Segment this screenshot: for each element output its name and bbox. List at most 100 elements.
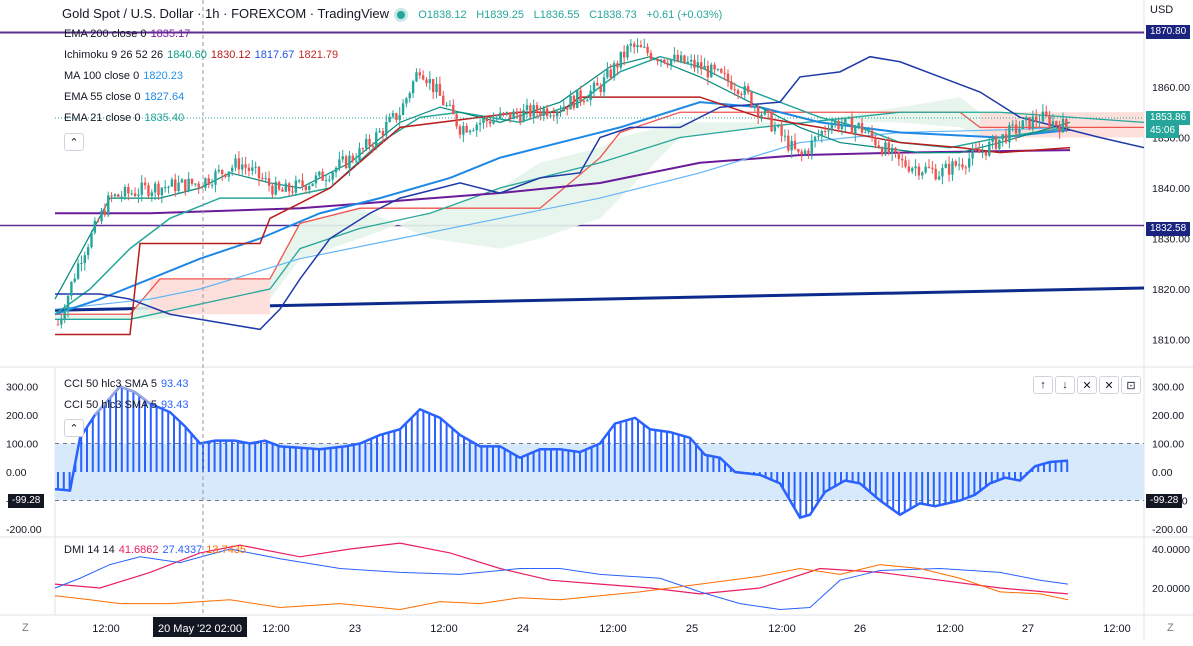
- candle-body[interactable]: [606, 69, 609, 78]
- candle-body[interactable]: [184, 179, 187, 192]
- candle-body[interactable]: [448, 104, 452, 106]
- candle-body[interactable]: [375, 132, 378, 146]
- candle-body[interactable]: [827, 130, 830, 132]
- candle-body[interactable]: [1001, 134, 1004, 140]
- candle-body[interactable]: [971, 149, 974, 159]
- legend-dmi[interactable]: DMI 14 14 41.6862 27.4337 13.7435: [64, 544, 250, 557]
- candle-body[interactable]: [921, 172, 924, 176]
- candle-body[interactable]: [978, 149, 981, 153]
- candle-body[interactable]: [566, 106, 569, 110]
- candle-body[interactable]: [143, 182, 147, 186]
- candle-body[interactable]: [686, 61, 689, 64]
- candle-body[interactable]: [361, 148, 365, 150]
- candle-body[interactable]: [354, 160, 358, 162]
- candle-body[interactable]: [753, 106, 756, 108]
- candle-body[interactable]: [271, 185, 274, 195]
- candle-body[interactable]: [743, 86, 746, 95]
- candle-body[interactable]: [368, 138, 371, 146]
- candle-body[interactable]: [947, 163, 951, 175]
- candle-body[interactable]: [194, 183, 197, 185]
- candle-body[interactable]: [478, 122, 482, 125]
- candle-body[interactable]: [700, 62, 703, 70]
- candle-body[interactable]: [720, 69, 723, 73]
- candle-body[interactable]: [462, 126, 465, 135]
- candle-body[interactable]: [823, 130, 827, 132]
- candle-body[interactable]: [666, 63, 669, 66]
- candle-body[interactable]: [696, 62, 700, 68]
- candle-body[interactable]: [455, 114, 458, 127]
- candle-body[interactable]: [954, 161, 957, 166]
- ma100-line[interactable]: [54, 126, 1071, 310]
- candle-body[interactable]: [56, 324, 60, 326]
- candle-body[interactable]: [797, 148, 800, 152]
- candle-body[interactable]: [398, 115, 401, 121]
- candle-body[interactable]: [579, 90, 582, 102]
- candle-body[interactable]: [291, 191, 294, 193]
- candle-body[interactable]: [137, 194, 140, 197]
- candle-body[interactable]: [767, 110, 770, 113]
- candle-body[interactable]: [100, 210, 103, 222]
- candle-body[interactable]: [90, 232, 93, 248]
- candle-body[interactable]: [73, 278, 76, 282]
- candle-body[interactable]: [760, 114, 763, 117]
- candle-body[interactable]: [485, 118, 488, 122]
- candle-body[interactable]: [984, 151, 988, 156]
- candle-body[interactable]: [237, 158, 241, 170]
- candle-body[interactable]: [927, 166, 931, 168]
- candle-body[interactable]: [576, 90, 579, 108]
- candle-body[interactable]: [405, 98, 408, 104]
- candle-body[interactable]: [140, 182, 143, 195]
- candle-body[interactable]: [147, 185, 150, 197]
- pane-close-button[interactable]: ✕: [1099, 376, 1119, 394]
- candle-body[interactable]: [204, 178, 207, 188]
- candle-body[interactable]: [231, 167, 234, 172]
- dmi-adx-line[interactable]: [54, 542, 1069, 595]
- candle-body[interactable]: [944, 163, 947, 168]
- candle-body[interactable]: [60, 318, 63, 325]
- candle-body[interactable]: [810, 140, 813, 154]
- candle-body[interactable]: [639, 45, 643, 48]
- candle-body[interactable]: [834, 121, 837, 125]
- candle-body[interactable]: [864, 132, 867, 134]
- candle-body[interactable]: [284, 183, 287, 192]
- candle-body[interactable]: [411, 81, 415, 94]
- candle-body[interactable]: [586, 99, 589, 102]
- candle-body[interactable]: [1065, 119, 1068, 128]
- candle-body[interactable]: [70, 281, 73, 296]
- candle-body[interactable]: [539, 112, 542, 116]
- candle-body[interactable]: [130, 193, 133, 195]
- candle-body[interactable]: [241, 164, 244, 170]
- candle-body[interactable]: [331, 172, 334, 180]
- candle-body[interactable]: [153, 183, 157, 193]
- candle-body[interactable]: [746, 86, 750, 93]
- candle-body[interactable]: [1024, 117, 1028, 121]
- candle-body[interactable]: [264, 178, 267, 180]
- candle-body[interactable]: [244, 164, 247, 168]
- candle-body[interactable]: [877, 145, 880, 148]
- candle-body[interactable]: [123, 186, 127, 197]
- candle-body[interactable]: [97, 220, 100, 222]
- candle-body[interactable]: [254, 166, 257, 168]
- candle-body[interactable]: [1058, 125, 1061, 133]
- candle-body[interactable]: [348, 155, 351, 169]
- candle-body[interactable]: [1041, 111, 1045, 122]
- candle-body[interactable]: [609, 69, 612, 78]
- candle-body[interactable]: [197, 183, 200, 188]
- legend-ema200[interactable]: EMA 200 close 0 1835.17: [64, 28, 194, 41]
- candle-body[interactable]: [726, 73, 730, 82]
- candle-body[interactable]: [1048, 115, 1051, 127]
- candle-body[interactable]: [458, 126, 462, 135]
- candle-body[interactable]: [850, 117, 854, 134]
- candle-body[interactable]: [418, 72, 421, 76]
- candle-body[interactable]: [150, 192, 153, 197]
- dmi-minus-line[interactable]: [54, 564, 1069, 610]
- candle-body[interactable]: [653, 58, 656, 60]
- candle-body[interactable]: [890, 147, 894, 154]
- candle-body[interactable]: [874, 137, 877, 146]
- candle-body[interactable]: [341, 156, 344, 160]
- candle-body[interactable]: [261, 178, 264, 180]
- candle-body[interactable]: [512, 111, 515, 120]
- candle-body[interactable]: [897, 152, 901, 159]
- candle-body[interactable]: [522, 110, 525, 122]
